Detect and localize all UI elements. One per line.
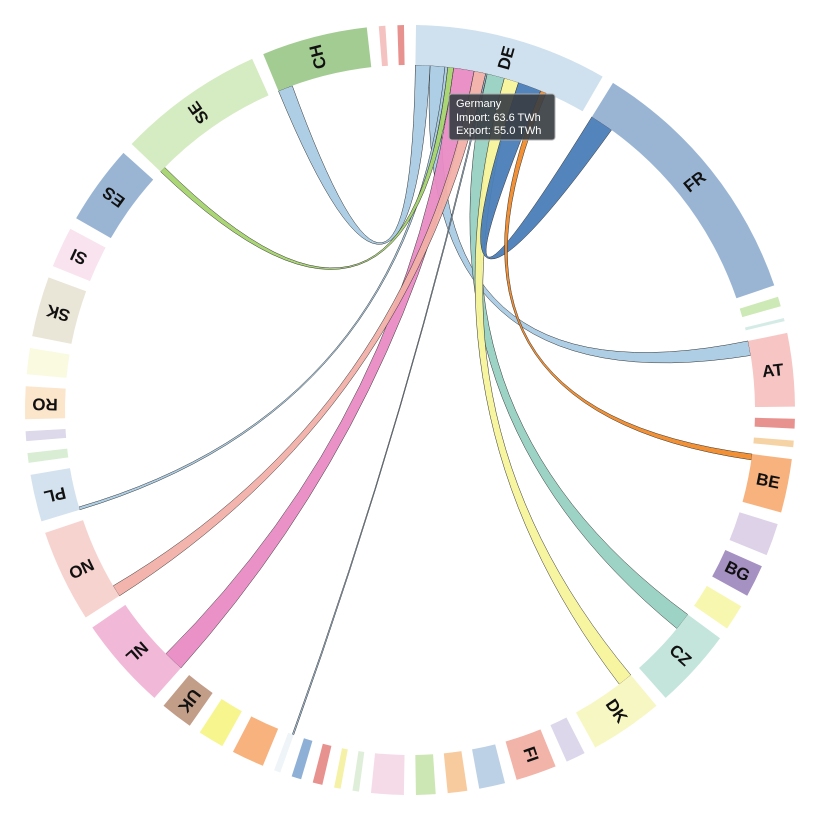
group-arc bbox=[334, 748, 348, 789]
ribbons bbox=[78, 64, 753, 736]
group-arc bbox=[32, 277, 87, 344]
tooltip-export: Export: 55.0 TWh bbox=[456, 125, 541, 137]
group-arc bbox=[291, 738, 313, 780]
group-arc bbox=[443, 751, 468, 794]
group-arc bbox=[52, 228, 106, 282]
group-arc bbox=[729, 512, 778, 556]
group-label: SI bbox=[67, 245, 90, 269]
group-arc bbox=[575, 675, 657, 748]
ribbon bbox=[292, 73, 488, 736]
group-arc bbox=[26, 348, 70, 378]
group-arc bbox=[274, 732, 294, 773]
group-arc bbox=[30, 468, 80, 522]
group-label: BE bbox=[755, 469, 782, 492]
group-arc bbox=[753, 437, 794, 448]
tooltip: Germany Import: 63.6 TWh Export: 55.0 TW… bbox=[448, 93, 556, 141]
group-arc bbox=[472, 744, 506, 789]
group-arc bbox=[163, 675, 213, 726]
tooltip-box bbox=[448, 93, 556, 141]
group-arc bbox=[199, 698, 242, 747]
group-arc bbox=[754, 417, 795, 429]
group-arc bbox=[370, 753, 405, 795]
group-label: PL bbox=[42, 483, 68, 506]
group-arc bbox=[131, 58, 269, 172]
group-arc bbox=[591, 82, 775, 299]
group-arc bbox=[550, 717, 585, 762]
group-arc bbox=[739, 296, 781, 318]
group-arc bbox=[744, 317, 785, 331]
group-arc bbox=[397, 25, 405, 66]
group-label: RO bbox=[32, 394, 58, 413]
group-arc bbox=[694, 585, 742, 629]
group-arc bbox=[505, 729, 556, 780]
group-arc bbox=[76, 152, 154, 239]
group-arc bbox=[92, 604, 181, 698]
group-arc bbox=[263, 27, 372, 92]
group-arc bbox=[378, 25, 388, 67]
ribbon bbox=[160, 66, 455, 270]
group-arc bbox=[25, 386, 66, 420]
ribbon bbox=[78, 66, 449, 511]
group-arc bbox=[25, 429, 67, 442]
group-arc bbox=[742, 454, 792, 513]
ribbon bbox=[112, 70, 487, 597]
group-arc bbox=[748, 332, 795, 408]
group-arc bbox=[639, 614, 721, 698]
group-arc bbox=[415, 25, 603, 112]
group-arc bbox=[27, 448, 69, 463]
group-arc bbox=[415, 754, 436, 795]
tooltip-title: Germany bbox=[456, 98, 502, 110]
group-arc bbox=[45, 520, 120, 618]
group-label: AT bbox=[761, 360, 785, 381]
group-label: FI bbox=[519, 744, 542, 765]
group-arc bbox=[352, 751, 365, 792]
tooltip-import: Import: 63.6 TWh bbox=[456, 112, 541, 124]
group-arc bbox=[312, 743, 332, 785]
ribbon bbox=[278, 64, 431, 245]
ribbon bbox=[504, 90, 753, 461]
group-arc bbox=[712, 549, 762, 596]
group-arc bbox=[232, 716, 279, 766]
